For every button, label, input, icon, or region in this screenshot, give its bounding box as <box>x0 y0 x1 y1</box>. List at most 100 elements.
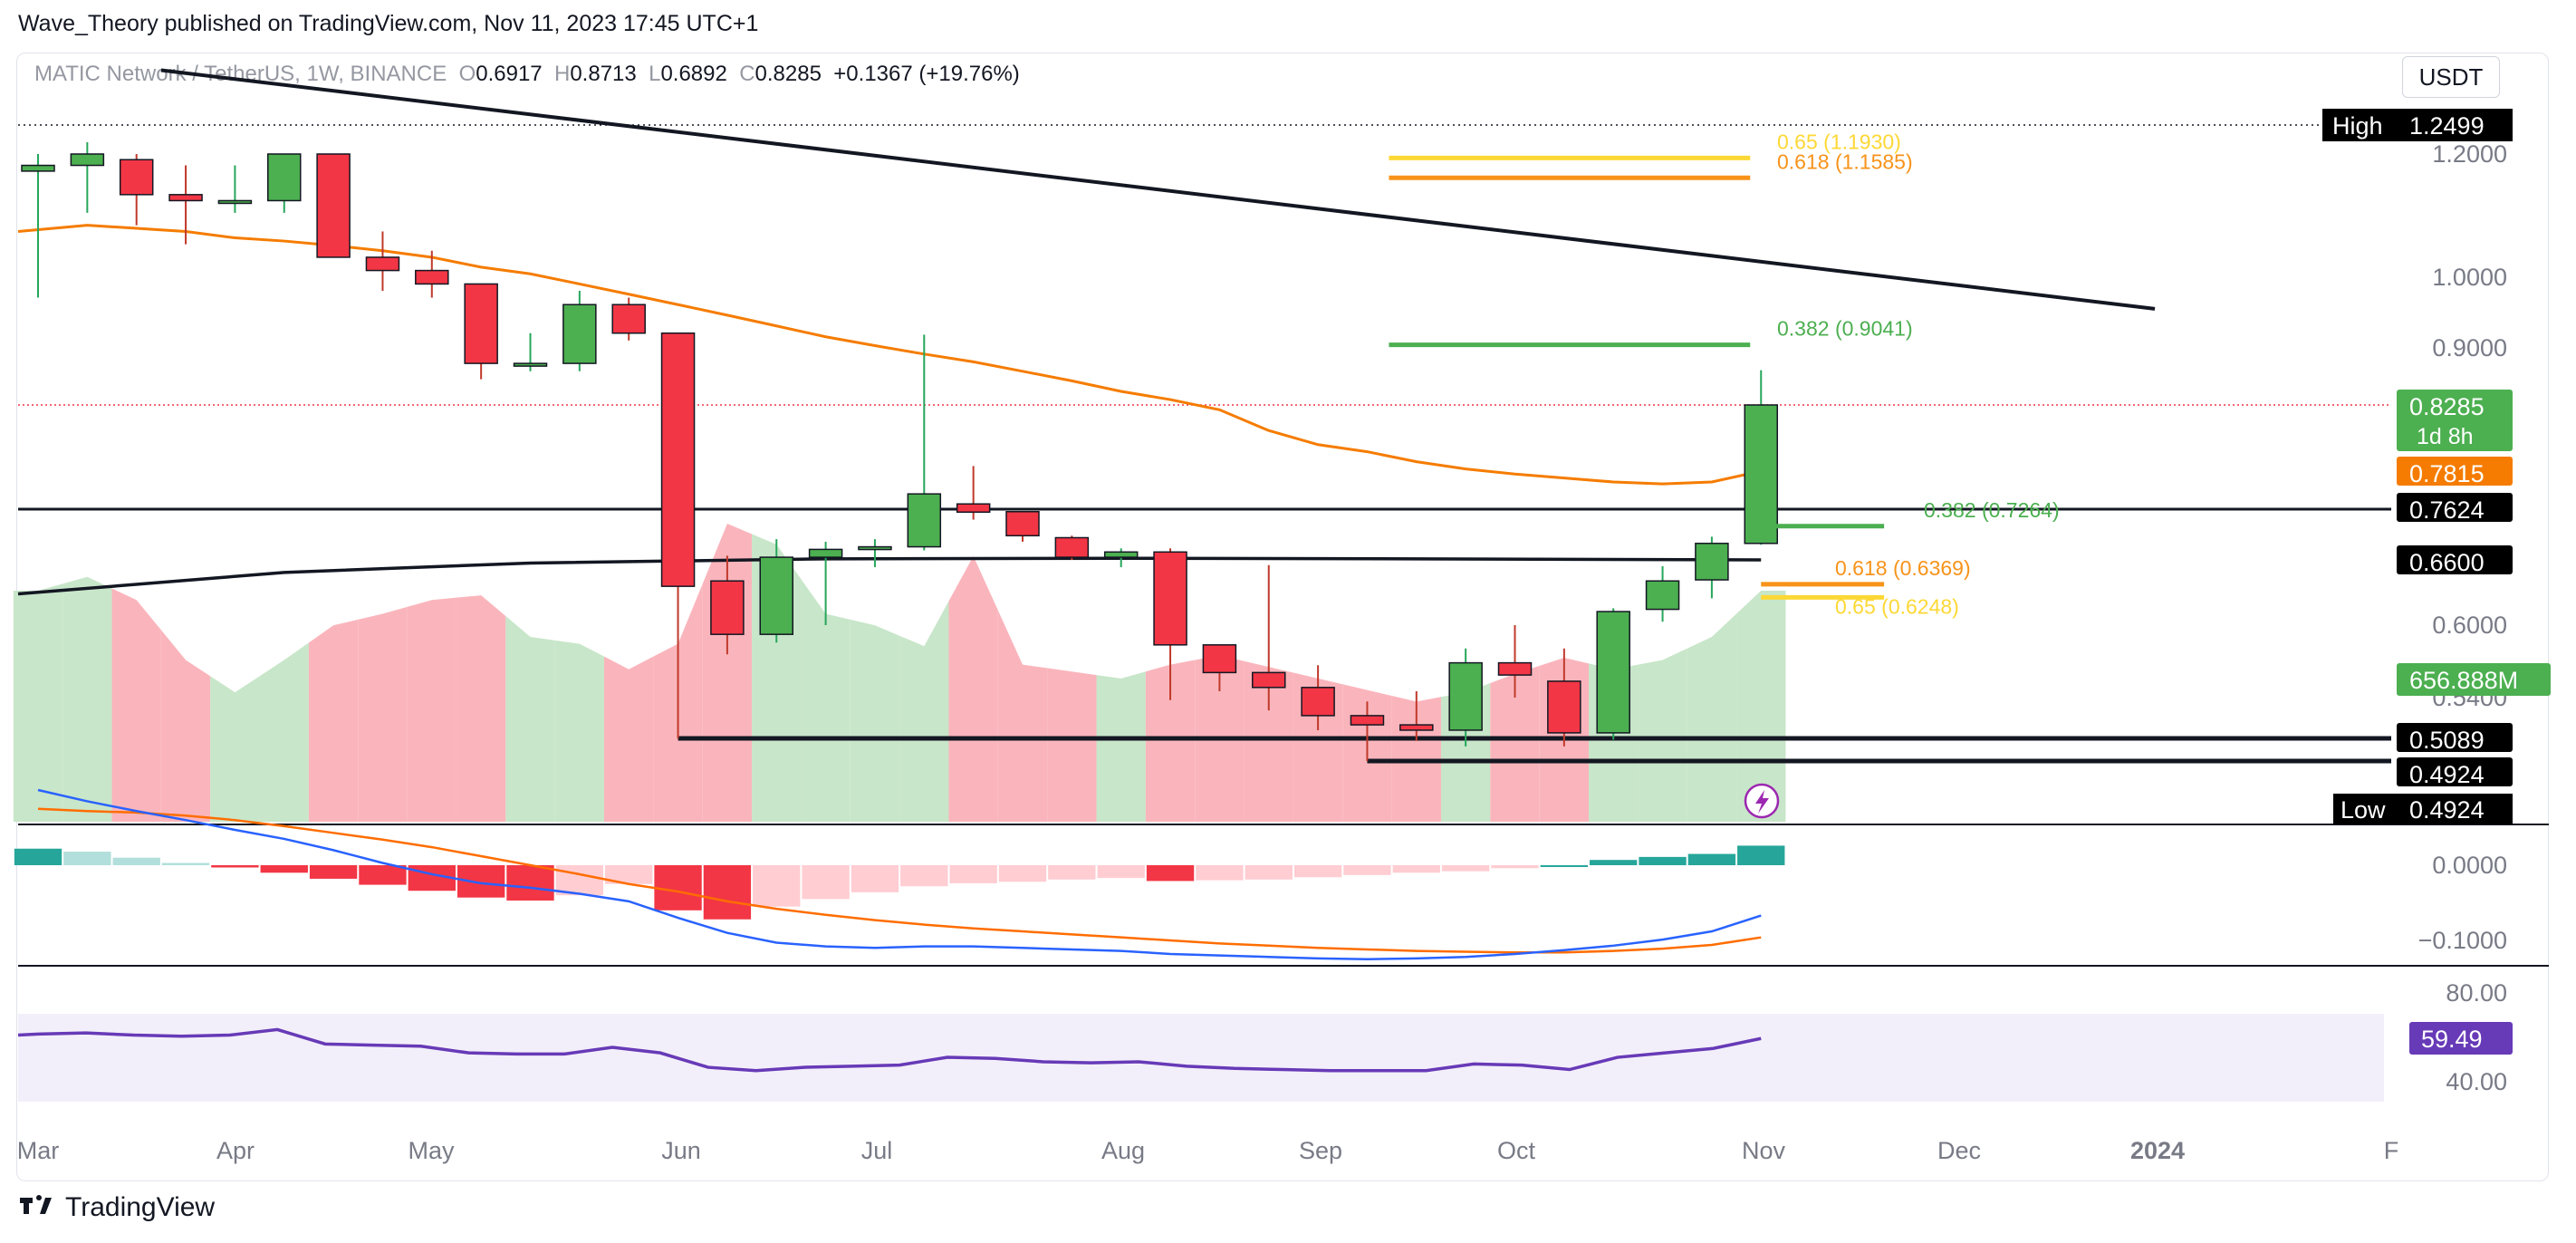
time-axis-label: Sep <box>1299 1137 1342 1164</box>
price-tag-text: 656.888M <box>2409 667 2518 694</box>
low-label: Low <box>2341 796 2386 824</box>
footer-brand: TradingView <box>65 1192 216 1222</box>
candle <box>217 165 253 213</box>
candle <box>119 154 154 226</box>
candle <box>710 555 745 655</box>
macd-axis-label: −0.1000 <box>2418 927 2507 954</box>
volume-bar <box>62 576 112 822</box>
price-tag: 0.7624 <box>2397 493 2513 524</box>
price-tag-text: 0.7815 <box>2409 460 2485 487</box>
rsi-band <box>18 1014 2384 1102</box>
candle <box>1547 648 1581 747</box>
macd-histogram-bar <box>1097 865 1145 879</box>
time-axis-label: Apr <box>216 1137 255 1164</box>
rsi-pane: 80.00 40.00 59.49 <box>17 979 2513 1102</box>
volume-bar <box>259 642 309 822</box>
rsi-axis-label: 40.00 <box>2446 1068 2507 1095</box>
ema-line <box>17 224 1762 486</box>
candle <box>21 154 55 298</box>
macd-histogram-bar <box>506 865 554 901</box>
candle-body <box>710 580 745 635</box>
price-tag: 0.5089 <box>2397 723 2513 754</box>
rsi-value-text: 59.49 <box>2421 1026 2483 1053</box>
macd-histogram-bar <box>605 865 653 884</box>
macd-histogram-bar <box>900 865 948 887</box>
macd-line <box>37 788 1762 961</box>
time-axis: Mar Apr May Jun Jul Aug Sep Oct Nov Dec 2024 F <box>17 1137 2399 1164</box>
candle-body <box>217 199 253 205</box>
price-tag: 0.8285 1d 8h <box>2397 390 2513 451</box>
macd-histogram-bar <box>1540 865 1589 867</box>
low-tag: Low 0.4924 <box>2333 794 2513 824</box>
time-axis-label: May <box>408 1137 455 1164</box>
price-tags: 0.8285 1d 8h 0.7815 0.7624 0.6600 656.888M 0.5… <box>2322 109 2551 824</box>
symbol-legend: MATIC Network / TetherUS, 1W, BINANCE O0… <box>34 62 1020 87</box>
candle-body <box>415 269 449 285</box>
volume-bar <box>1047 668 1097 822</box>
currency-button[interactable]: USDT <box>2402 56 2500 98</box>
volume-bar <box>899 601 949 822</box>
candle-body <box>1645 580 1680 611</box>
candle <box>1448 648 1483 747</box>
high-label: H <box>553 62 571 86</box>
candle-body <box>858 545 892 551</box>
candle <box>1645 565 1680 622</box>
candle <box>611 297 646 341</box>
fib-levels: 0.65 (1.1930)0.618 (1.1585) 0.382 (0.9041… <box>1389 130 2060 819</box>
time-axis-label: Oct <box>1497 1137 1536 1164</box>
volume-bar <box>801 579 851 822</box>
candle-body <box>660 332 696 587</box>
candle-body <box>1103 551 1139 558</box>
candle <box>1202 644 1237 691</box>
macd-histogram-bar <box>1687 853 1736 865</box>
candle <box>168 165 203 245</box>
candle-body <box>1005 511 1040 537</box>
macd-histogram-bar <box>1196 865 1244 881</box>
candle <box>907 334 942 551</box>
candle <box>1054 535 1090 560</box>
candle-body <box>513 362 548 367</box>
low-label: L <box>649 62 661 86</box>
candle-body <box>1695 543 1729 581</box>
fib-label: 0.65 (0.6248) <box>1835 594 1959 618</box>
candle-body <box>907 493 942 548</box>
volume-bar <box>1736 591 1786 822</box>
lightning-icon <box>1744 783 1780 819</box>
macd-histogram-bar <box>1737 845 1785 865</box>
candle-body <box>1252 671 1286 689</box>
candle <box>956 466 991 520</box>
candle-body <box>267 153 302 202</box>
candle-body <box>70 153 105 167</box>
fib-label: 0.382 (0.9041) <box>1777 317 1913 341</box>
macd-histogram-bar <box>457 865 505 898</box>
symbol-name[interactable]: MATIC Network / TetherUS, 1W, BINANCE <box>34 62 447 86</box>
price-axis-label: 0.6000 <box>2432 612 2507 639</box>
price-axis-label: 1.0000 <box>2432 264 2507 291</box>
price-tag: 656.888M <box>2397 663 2551 696</box>
macd-histogram-bar <box>161 862 210 865</box>
macd-histogram-bar <box>211 865 259 868</box>
sma200-line <box>17 556 1762 596</box>
macd-histogram-bar <box>703 865 752 920</box>
volume-bar <box>160 630 211 822</box>
countdown-text: 1d 8h <box>2417 424 2474 449</box>
candle <box>1103 548 1139 568</box>
high-value: 0.8713 <box>570 62 637 86</box>
macd-histogram-bar <box>1491 865 1539 869</box>
candle <box>1350 701 1385 761</box>
candle <box>1153 548 1187 700</box>
volume-bar <box>554 640 605 822</box>
volume-bar <box>1244 660 1293 822</box>
price-tag-text: 0.5089 <box>2409 727 2485 754</box>
high-value: 1.2499 <box>2409 112 2485 140</box>
volume-bar <box>456 595 506 822</box>
macd-histogram-bar <box>1048 865 1096 880</box>
rsi-line <box>17 1027 1762 1073</box>
time-axis-label: 2024 <box>2130 1137 2185 1164</box>
macd-histogram-bar <box>359 865 407 885</box>
macd-histogram-bar <box>112 857 160 865</box>
candle <box>660 332 696 738</box>
publisher-header: Wave_Theory published on TradingView.com… <box>18 11 759 36</box>
overlay-lines <box>17 68 2391 764</box>
